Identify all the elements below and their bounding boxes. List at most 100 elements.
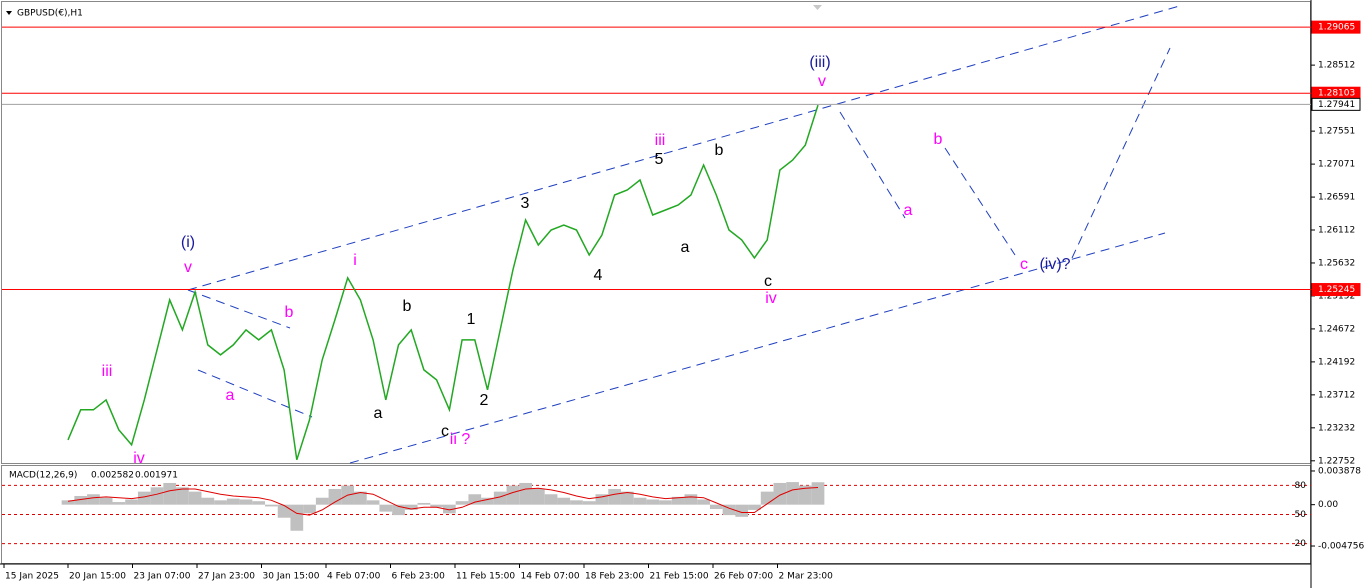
macd-bar bbox=[468, 494, 482, 505]
macd-bar bbox=[760, 491, 774, 505]
macd-bar bbox=[443, 504, 456, 514]
macd-bar bbox=[87, 494, 100, 505]
x-tick-label: 15 Jan 2025 bbox=[5, 572, 59, 582]
projection-a bbox=[839, 111, 906, 219]
wave-label: (iii) bbox=[809, 54, 830, 71]
macd-bar bbox=[455, 501, 469, 505]
x-tick-label: 23 Jan 07:00 bbox=[134, 572, 191, 582]
signal-value: 0.001971 bbox=[135, 471, 178, 481]
macd-bar bbox=[150, 487, 164, 505]
wave-label: iii bbox=[102, 363, 113, 380]
wave-label: c bbox=[441, 423, 449, 440]
x-tick-label: 30 Jan 15:00 bbox=[263, 572, 320, 582]
y-tick-label: 0.003878 bbox=[1318, 466, 1361, 476]
x-tick-label: 6 Feb 23:00 bbox=[392, 572, 446, 582]
price-level-label: 1.28103 bbox=[1318, 89, 1355, 99]
y-tick-label: 1.24192 bbox=[1318, 357, 1355, 367]
macd-bar bbox=[315, 497, 329, 505]
macd-bar bbox=[748, 504, 761, 510]
y-tick-label: -0.004756 bbox=[1318, 542, 1364, 552]
symbol-label: GBPUSD(€),H1 bbox=[17, 9, 83, 19]
price-level-label: 1.29065 bbox=[1318, 23, 1355, 33]
wave-label: 4 bbox=[594, 267, 603, 284]
wave-label: 3 bbox=[521, 195, 530, 212]
macd-bar bbox=[354, 491, 367, 505]
macd-bar bbox=[366, 500, 380, 505]
macd-bar bbox=[659, 500, 672, 505]
macd-bar bbox=[722, 504, 736, 516]
wave-label: c bbox=[1020, 256, 1028, 273]
x-tick-label: 20 Jan 15:00 bbox=[69, 572, 126, 582]
macd-bar bbox=[633, 497, 647, 505]
x-tick-label: 14 Feb 07:00 bbox=[521, 572, 580, 582]
macd-level-label: 50 bbox=[1295, 510, 1307, 520]
macd-bar bbox=[786, 482, 799, 505]
macd-bar bbox=[137, 491, 151, 505]
y-tick-label: 1.27551 bbox=[1318, 127, 1355, 137]
wave-label: b bbox=[715, 142, 724, 159]
macd-bar bbox=[163, 482, 177, 505]
y-tick-label: 1.24672 bbox=[1318, 324, 1355, 334]
macd-bar bbox=[595, 494, 609, 505]
macd-bar bbox=[773, 482, 787, 505]
projection-v bbox=[1071, 47, 1171, 259]
macd-bar bbox=[811, 482, 825, 505]
macd-bar bbox=[74, 495, 88, 505]
y-tick-label: 1.23712 bbox=[1318, 390, 1355, 400]
x-tick-label: 26 Feb 07:00 bbox=[714, 572, 773, 582]
macd-bar bbox=[557, 497, 571, 505]
x-tick-label: 27 Jan 23:00 bbox=[198, 572, 255, 582]
macd-bar bbox=[99, 497, 113, 505]
macd-bar bbox=[608, 489, 621, 505]
y-tick-label: 1.27071 bbox=[1318, 160, 1355, 170]
macd-bar bbox=[176, 487, 189, 505]
y-tick-label: 1.22752 bbox=[1318, 456, 1355, 466]
menu-icon[interactable] bbox=[6, 11, 12, 15]
wave-label: (iv)? bbox=[1039, 256, 1070, 273]
x-tick-label: 11 Feb 15:00 bbox=[456, 572, 515, 582]
signal-line bbox=[67, 487, 819, 516]
price-level-box bbox=[1311, 20, 1361, 34]
macd-bar bbox=[798, 485, 812, 505]
wave-label: a bbox=[226, 387, 235, 404]
wedge-upper bbox=[187, 289, 291, 329]
macd-bar bbox=[303, 504, 316, 514]
wave-label: a bbox=[904, 202, 913, 219]
wave-label: ii ? bbox=[450, 431, 471, 448]
macd-bar bbox=[481, 497, 494, 505]
wave-label: b bbox=[403, 298, 412, 315]
wave-label: iii bbox=[655, 132, 666, 149]
y-tick-label: 1.28512 bbox=[1318, 61, 1355, 71]
macd-bar bbox=[188, 491, 202, 505]
macd-bar bbox=[671, 496, 685, 505]
y-tick-label: 0.00 bbox=[1318, 500, 1338, 510]
price-line bbox=[67, 104, 819, 461]
x-tick-label: 2 Mar 23:00 bbox=[779, 572, 834, 582]
wave-label: iv bbox=[765, 290, 777, 307]
shift-marker bbox=[813, 5, 822, 10]
macd-bar bbox=[125, 499, 138, 505]
wave-label: 1 bbox=[467, 311, 476, 328]
wave-label: 5 bbox=[655, 151, 664, 168]
macd-bar bbox=[290, 504, 304, 531]
x-tick-label: 21 Feb 15:00 bbox=[650, 572, 709, 582]
x-tick-label: 18 Feb 23:00 bbox=[585, 572, 644, 582]
price-level-box bbox=[1311, 97, 1361, 111]
macd-bar bbox=[570, 500, 583, 505]
wave-label: iv bbox=[133, 450, 145, 467]
macd-bar bbox=[697, 499, 710, 505]
macd-title: MACD(12,26,9) bbox=[9, 471, 77, 481]
channel-upper bbox=[187, 4, 1184, 291]
price-level-label: 1.25245 bbox=[1318, 285, 1355, 295]
macd-bar bbox=[265, 504, 278, 507]
macd-bar bbox=[379, 504, 393, 512]
wave-label: (i) bbox=[181, 234, 195, 251]
macd-bar bbox=[620, 491, 634, 505]
macd-bar bbox=[417, 502, 431, 505]
y-tick-label: 1.25152 bbox=[1318, 291, 1355, 301]
macd-bar bbox=[61, 500, 75, 505]
macd-value: 0.002582 bbox=[91, 471, 134, 481]
price-level-label: 1.27941 bbox=[1318, 100, 1355, 110]
